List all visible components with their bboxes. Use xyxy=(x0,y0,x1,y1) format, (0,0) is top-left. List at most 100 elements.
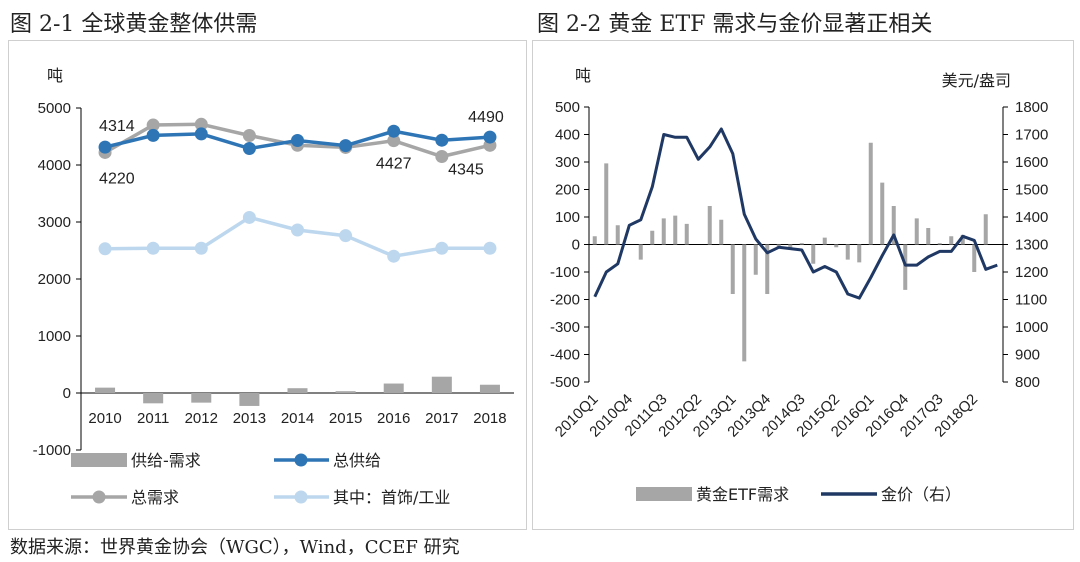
etf-demand-bar xyxy=(638,244,643,260)
total-demand-point xyxy=(242,129,256,143)
y-tick-label: 2000 xyxy=(38,271,71,288)
data-source-note: 数据来源：世界黄金协会（WGC），Wind，CCEF 研究 xyxy=(10,537,460,558)
right-y-tick-label: 800 xyxy=(1015,374,1040,391)
jewelry-industrial-point xyxy=(98,242,112,256)
right-y-tick-label: 1200 xyxy=(1015,264,1048,281)
left-y-tick-label: 500 xyxy=(555,99,580,116)
x-tick-label: 2010 xyxy=(88,410,121,427)
legend-label-supply-minus-demand: 供给-需求 xyxy=(131,451,201,470)
etf-demand-bar xyxy=(903,244,908,290)
total-supply-point xyxy=(194,127,208,141)
legend-label-total-supply: 总供给 xyxy=(333,451,381,470)
supply-minus-demand-bar xyxy=(335,391,356,393)
left-y-tick-label: 300 xyxy=(555,154,580,171)
etf-demand-bar xyxy=(880,182,885,245)
etf-demand-bar xyxy=(742,244,747,362)
right-y-tick-label: 1500 xyxy=(1015,182,1048,199)
right-unit-label: 美元/盎司 xyxy=(942,71,1011,90)
etf-demand-bar xyxy=(753,244,758,275)
jewelry-industrial-point xyxy=(387,249,401,263)
etf-demand-bar xyxy=(604,163,609,245)
left-chart-panel: 吨 5000 4000 3000 2000 1000 0 -1000 2010 2011 2012 2… xyxy=(8,40,527,530)
total-demand-point xyxy=(146,118,160,132)
jewelry-industrial-point xyxy=(339,229,353,243)
total-supply-point xyxy=(242,141,256,155)
supply-minus-demand-bar xyxy=(287,388,308,393)
x-tick-label: 2015 xyxy=(329,410,362,427)
jewelry-industrial-point xyxy=(435,241,449,255)
gold-price-line xyxy=(593,127,998,300)
left-y-tick-label: 400 xyxy=(555,127,580,144)
data-label-demand-2010: 4220 xyxy=(99,170,135,187)
y-tick-label: 5000 xyxy=(38,100,71,117)
data-label-demand-2016: 4427 xyxy=(376,156,412,173)
right-y-tick-label: 1000 xyxy=(1015,319,1048,336)
legend-label-gold-price: 金价（右） xyxy=(881,485,961,504)
etf-demand-bar xyxy=(868,142,873,245)
left-y-tick-label: -200 xyxy=(550,292,580,309)
left-y-tick-label: -500 xyxy=(550,374,580,391)
right-y-tick-label: 1300 xyxy=(1015,237,1048,254)
etf-demand-bar xyxy=(592,236,597,245)
data-label-demand-2018: 4345 xyxy=(448,161,484,178)
x-tick-label: 2011 xyxy=(137,410,169,427)
y-tick-label: 0 xyxy=(63,385,71,402)
supply-minus-demand-bar xyxy=(143,393,164,404)
etf-demand-bar xyxy=(822,237,827,245)
etf-demand-bar xyxy=(857,244,862,263)
legend-swatch-etf-demand xyxy=(636,487,692,501)
y-tick-label: 1000 xyxy=(38,328,71,345)
jewelry-industrial-point xyxy=(146,241,160,255)
x-tick-label: 2014 xyxy=(281,410,314,427)
total-demand-point xyxy=(387,134,401,148)
etf-demand-bar xyxy=(684,223,689,245)
etf-demand-bar xyxy=(673,215,678,245)
right-y-tick-label: 1700 xyxy=(1015,127,1048,144)
left-y-tick-label: 0 xyxy=(572,237,580,254)
total-supply-point xyxy=(483,130,497,144)
right-y-tick-label: 1100 xyxy=(1015,292,1047,309)
jewelry-industrial-line xyxy=(105,215,490,259)
supply-minus-demand-bar xyxy=(431,376,452,393)
etf-demand-bar xyxy=(661,218,666,245)
etf-demand-bar xyxy=(765,244,770,294)
legend-marker-total-demand xyxy=(92,490,106,504)
data-label-supply-2018: 4490 xyxy=(468,109,504,126)
etf-demand-bar xyxy=(615,225,620,245)
supply-demand-chart: 吨 5000 4000 3000 2000 1000 0 -1000 2010 2011 2012 2… xyxy=(33,66,514,507)
etf-demand-bar xyxy=(811,244,816,264)
x-tick-label: 2012 xyxy=(185,410,218,427)
total-supply-point xyxy=(387,124,401,138)
y-tick-label: 4000 xyxy=(38,157,71,174)
left-chart-title: 图 2-1 全球黄金整体供需 xyxy=(10,12,258,37)
legend-label-total-demand: 总需求 xyxy=(131,488,179,507)
supply-minus-demand-bar xyxy=(95,387,116,393)
total-demand-point xyxy=(435,150,449,164)
legend-marker-total-supply xyxy=(294,453,308,467)
etf-demand-bar xyxy=(788,244,793,249)
jewelry-industrial-point xyxy=(483,241,497,255)
right-y-tick-label: 1600 xyxy=(1015,154,1048,171)
left-y-tick-label: -400 xyxy=(550,347,580,364)
total-supply-point xyxy=(146,128,160,142)
etf-demand-bar xyxy=(983,214,988,245)
etf-demand-bar xyxy=(730,244,735,294)
jewelry-industrial-point xyxy=(291,223,304,237)
legend-marker-jewelry-industrial xyxy=(294,490,308,504)
total-supply-point xyxy=(291,133,304,147)
x-tick-label: 2016 xyxy=(377,410,410,427)
x-tick-label: 2013 xyxy=(233,410,266,427)
data-label-supply-2010: 4314 xyxy=(99,118,135,135)
jewelry-industrial-point xyxy=(242,210,256,224)
right-y-tick-label: 1400 xyxy=(1015,209,1048,226)
y-tick-label: -1000 xyxy=(33,442,71,459)
right-y-tick-label: 1800 xyxy=(1015,99,1048,116)
x-tick-label: 2017 xyxy=(425,410,458,427)
x-tick-label: 2018 xyxy=(473,410,506,427)
legend-swatch-supply-minus-demand xyxy=(71,453,127,467)
total-supply-point xyxy=(98,140,112,154)
left-y-tick-label: -100 xyxy=(550,264,580,281)
left-unit-label: 吨 xyxy=(575,66,591,85)
y-unit-label: 吨 xyxy=(47,66,63,85)
right-chart-title: 图 2-2 黄金 ETF 需求与金价显著正相关 xyxy=(537,12,933,37)
